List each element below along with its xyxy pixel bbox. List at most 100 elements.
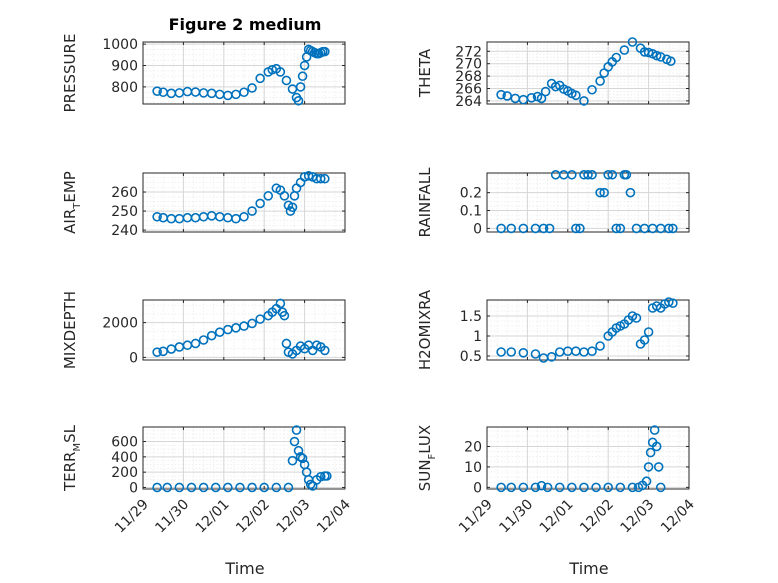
data-point xyxy=(649,425,660,435)
y-tick-label: 900 xyxy=(111,59,138,75)
data-point xyxy=(554,347,565,357)
data-point xyxy=(668,298,678,309)
data-point xyxy=(198,482,209,493)
data-point xyxy=(554,482,565,493)
data-point xyxy=(319,345,330,356)
data-point xyxy=(599,187,609,198)
data-point xyxy=(571,90,581,101)
y-tick-label: 400 xyxy=(111,450,138,466)
data-point xyxy=(643,47,654,58)
data-point xyxy=(210,482,221,493)
data-point xyxy=(655,482,666,493)
x-tick-label: 11/29 xyxy=(112,497,152,537)
data-point xyxy=(603,169,614,180)
data-point xyxy=(653,462,664,472)
data-point xyxy=(305,479,316,490)
y-tick-label: 0 xyxy=(129,480,138,496)
y-axis-label: RAINFALL xyxy=(416,167,434,238)
y-axis-label: MIXDEPTH xyxy=(61,291,79,369)
data-point xyxy=(295,452,306,462)
data-point xyxy=(631,313,642,323)
data-point xyxy=(591,482,601,493)
data-point xyxy=(571,223,581,234)
data-point xyxy=(587,169,597,180)
data-point xyxy=(583,169,593,180)
data-point xyxy=(641,476,652,487)
subplot-mixdepth: 0 2000 MIXDEPTH xyxy=(61,291,346,369)
data-point xyxy=(152,86,162,96)
data-point xyxy=(255,73,265,84)
y-tick-label: 264 xyxy=(455,94,482,110)
data-point xyxy=(536,480,547,491)
data-point xyxy=(506,347,517,357)
x-tick-label: 12/04 xyxy=(314,496,354,536)
data-point xyxy=(287,455,298,466)
y-tick-label: 2000 xyxy=(102,316,138,332)
data-point xyxy=(223,482,233,493)
y-tick-label: 0 xyxy=(473,480,482,496)
data-point xyxy=(303,171,314,181)
data-point xyxy=(214,327,225,337)
data-point xyxy=(235,482,245,493)
x-tick-label: 11/30 xyxy=(152,497,192,537)
data-point xyxy=(530,482,541,493)
data-point xyxy=(297,71,308,82)
data-point xyxy=(279,191,290,201)
y-tick-label: 1000 xyxy=(102,37,138,53)
axes-box xyxy=(486,41,690,105)
x-tick-label: 12/02 xyxy=(233,497,273,537)
data-point xyxy=(263,191,274,201)
data-point xyxy=(627,37,638,47)
data-point xyxy=(627,482,638,493)
data-point xyxy=(595,76,605,86)
data-point xyxy=(575,223,585,234)
y-tick-label: 10 xyxy=(464,460,482,476)
data-point xyxy=(299,60,310,71)
data-point xyxy=(206,330,217,341)
data-point xyxy=(546,351,557,362)
data-point xyxy=(271,482,282,493)
data-point xyxy=(518,94,529,105)
data-point xyxy=(291,183,302,194)
y-axis-label: TERRMSL xyxy=(61,424,83,492)
y-tick-label: 0.5 xyxy=(460,349,482,365)
y-tick-label: 600 xyxy=(111,435,138,451)
y-tick-label: 0.1 xyxy=(460,204,482,220)
data-point xyxy=(239,87,249,98)
data-point xyxy=(239,321,249,331)
data-point xyxy=(293,445,304,456)
data-point xyxy=(166,88,177,99)
data-point xyxy=(247,206,257,216)
data-point xyxy=(496,89,506,100)
y-tick-label: 272 xyxy=(455,44,482,60)
data-point xyxy=(651,441,662,452)
data-point xyxy=(190,338,201,349)
data-point xyxy=(231,89,241,100)
data-point xyxy=(645,447,656,458)
axes-box xyxy=(142,172,346,233)
data-point xyxy=(291,425,302,435)
data-point xyxy=(297,453,308,464)
data-point xyxy=(506,482,517,493)
data-point xyxy=(281,338,292,349)
data-point xyxy=(579,482,589,493)
x-tick-label: 12/02 xyxy=(577,497,617,537)
data-point xyxy=(182,340,193,351)
data-point xyxy=(174,88,185,98)
data-point xyxy=(607,169,618,180)
x-tick-label: 11/29 xyxy=(456,497,496,537)
data-point xyxy=(287,202,298,213)
y-tick-label: 266 xyxy=(455,82,482,98)
data-point xyxy=(295,82,306,92)
data-point xyxy=(315,173,326,184)
data-point xyxy=(611,52,622,63)
data-point xyxy=(595,341,605,351)
subplot-sun: 0 10 20 SUNFLUX 11/29 11/30 12/01 12/02 12/03 12/… xyxy=(416,425,698,537)
y-tick-label: 268 xyxy=(455,69,482,85)
y-axis-label: THETA xyxy=(416,48,434,98)
data-point xyxy=(579,96,589,106)
y-tick-label: 270 xyxy=(455,57,482,73)
data-point xyxy=(255,314,265,324)
